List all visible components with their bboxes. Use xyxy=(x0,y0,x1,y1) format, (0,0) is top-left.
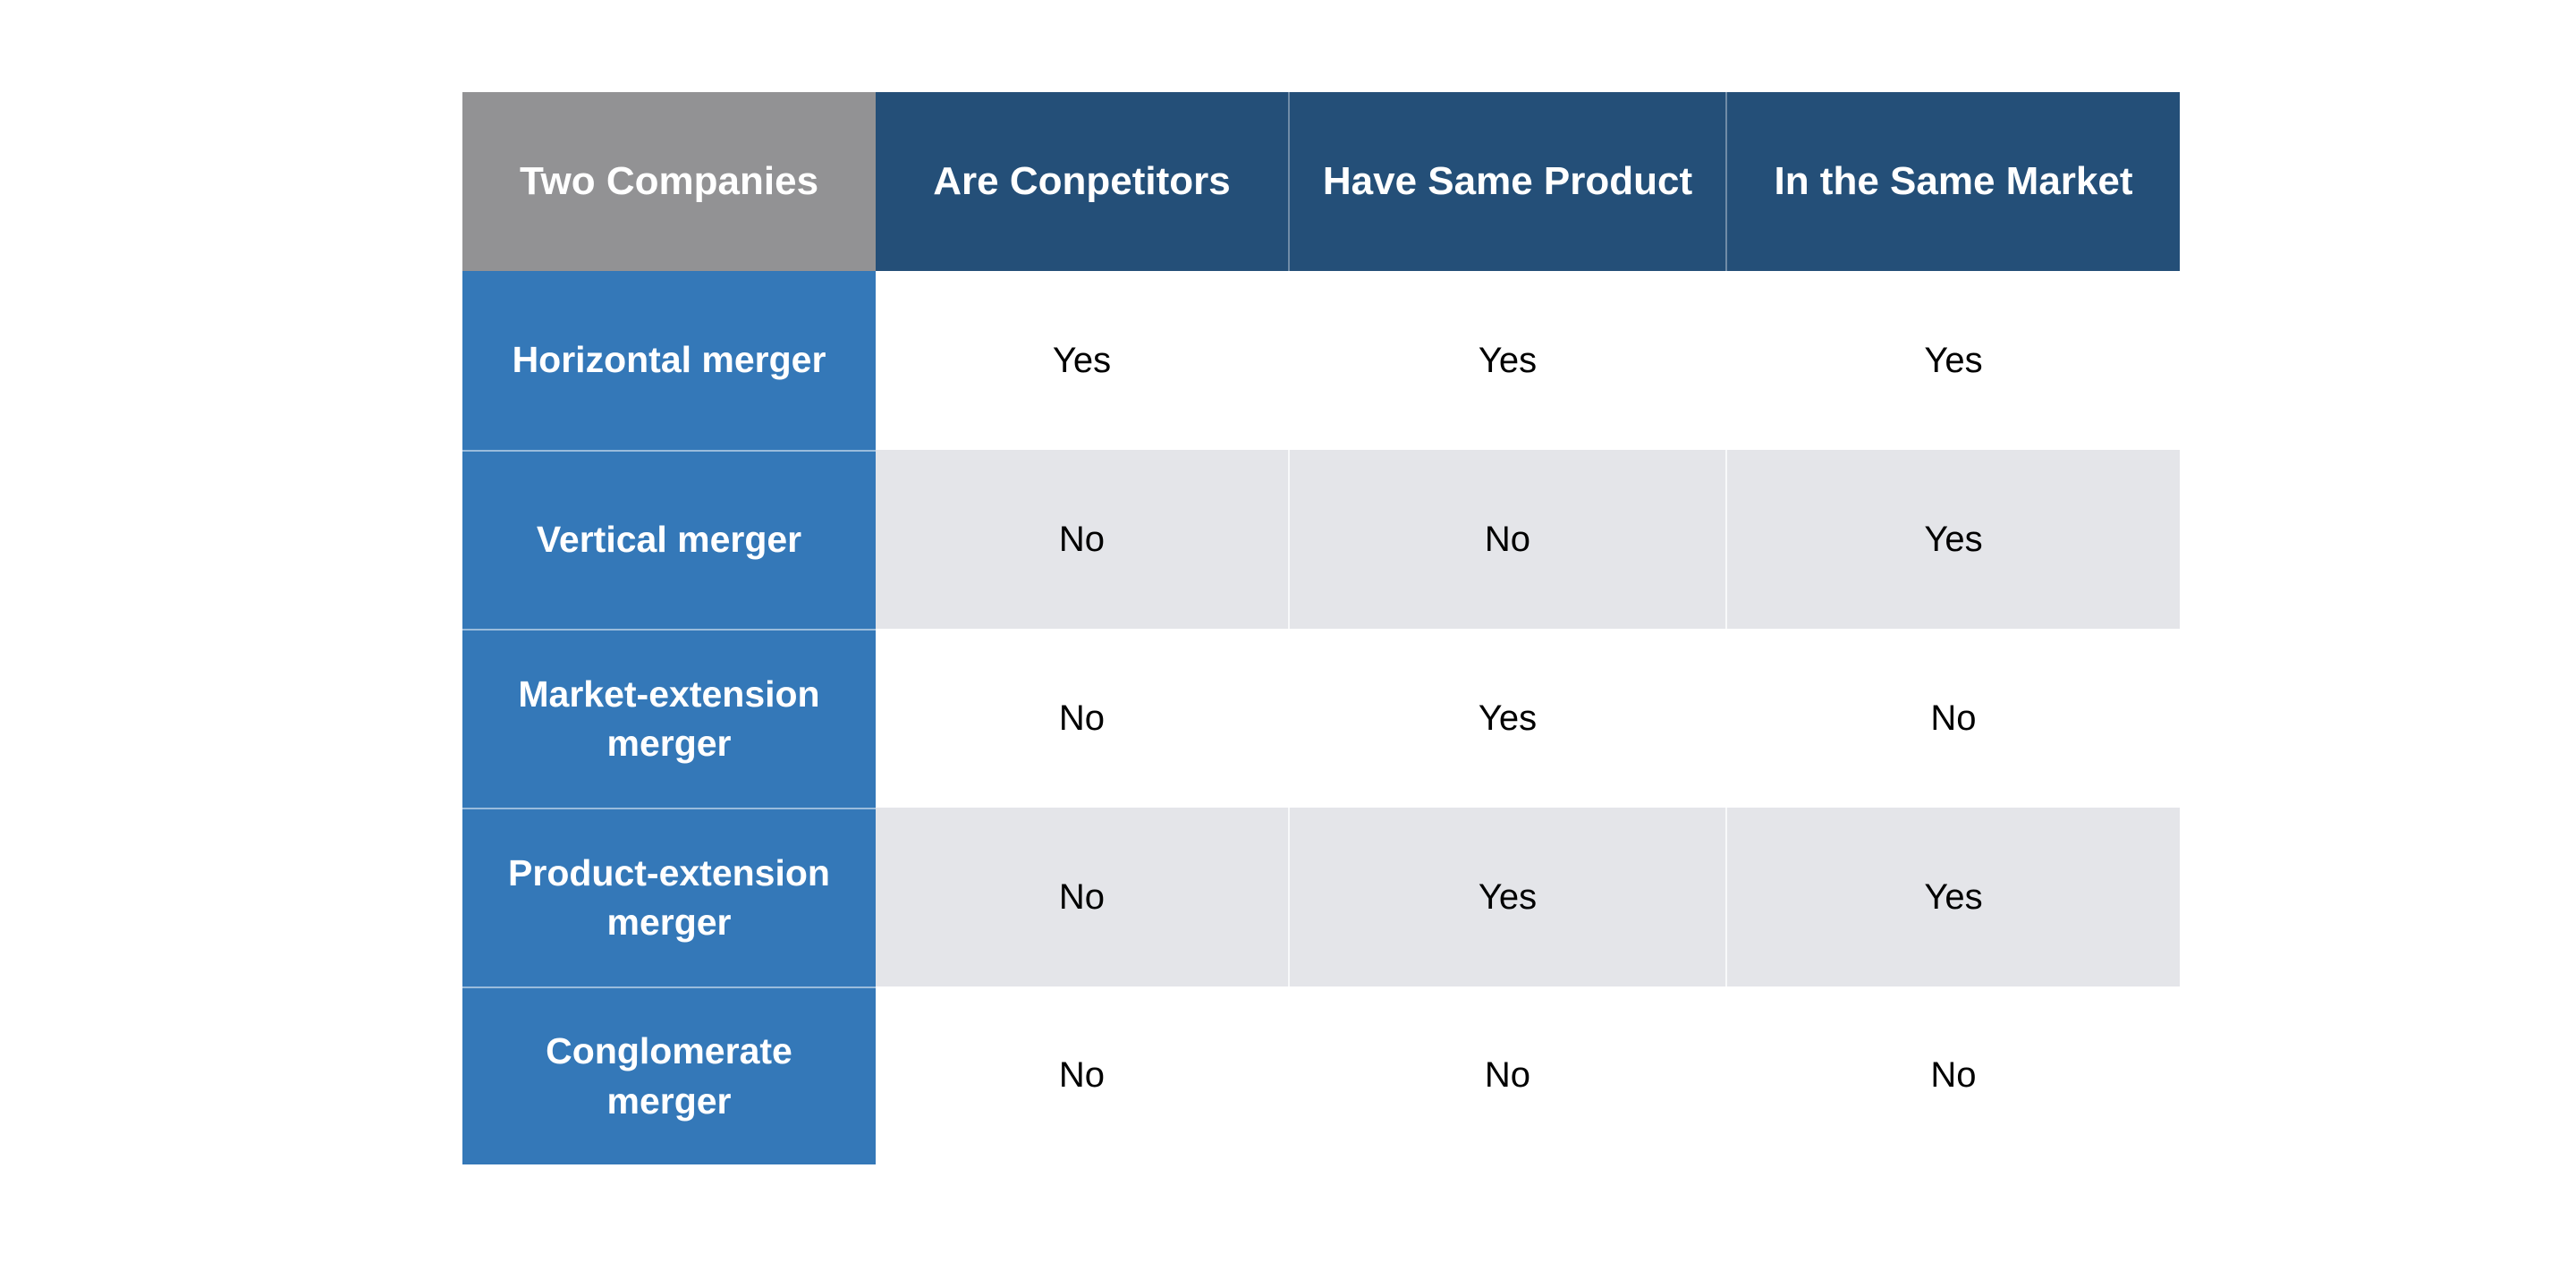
data-cell: No xyxy=(1288,986,1725,1164)
data-cell: No xyxy=(1725,629,2180,808)
data-cell: Yes xyxy=(876,271,1288,450)
data-cell: Yes xyxy=(1725,450,2180,629)
data-cell: Yes xyxy=(1725,808,2180,986)
row-label-product-extension-merger: Product-extension merger xyxy=(462,808,876,986)
data-cell: Yes xyxy=(1288,271,1725,450)
column-header-in-same-market: In the Same Market xyxy=(1725,92,2180,271)
data-cell: No xyxy=(1288,450,1725,629)
row-label-market-extension-merger: Market-extension merger xyxy=(462,629,876,808)
column-header-have-same-product: Have Same Product xyxy=(1288,92,1725,271)
corner-header-cell: Two Companies xyxy=(462,92,876,271)
data-cell: Yes xyxy=(1288,808,1725,986)
data-cell: No xyxy=(1725,986,2180,1164)
column-header-are-competitors: Are Conpetitors xyxy=(876,92,1288,271)
data-cell: No xyxy=(876,629,1288,808)
row-label-horizontal-merger: Horizontal merger xyxy=(462,271,876,450)
data-cell: No xyxy=(876,986,1288,1164)
data-cell: No xyxy=(876,450,1288,629)
data-cell: Yes xyxy=(1725,271,2180,450)
data-cell: No xyxy=(876,808,1288,986)
data-cell: Yes xyxy=(1288,629,1725,808)
row-label-vertical-merger: Vertical merger xyxy=(462,450,876,629)
merger-comparison-table: Two Companies Are Conpetitors Have Same … xyxy=(462,92,2180,1164)
row-label-conglomerate-merger: Conglomerate merger xyxy=(462,986,876,1164)
